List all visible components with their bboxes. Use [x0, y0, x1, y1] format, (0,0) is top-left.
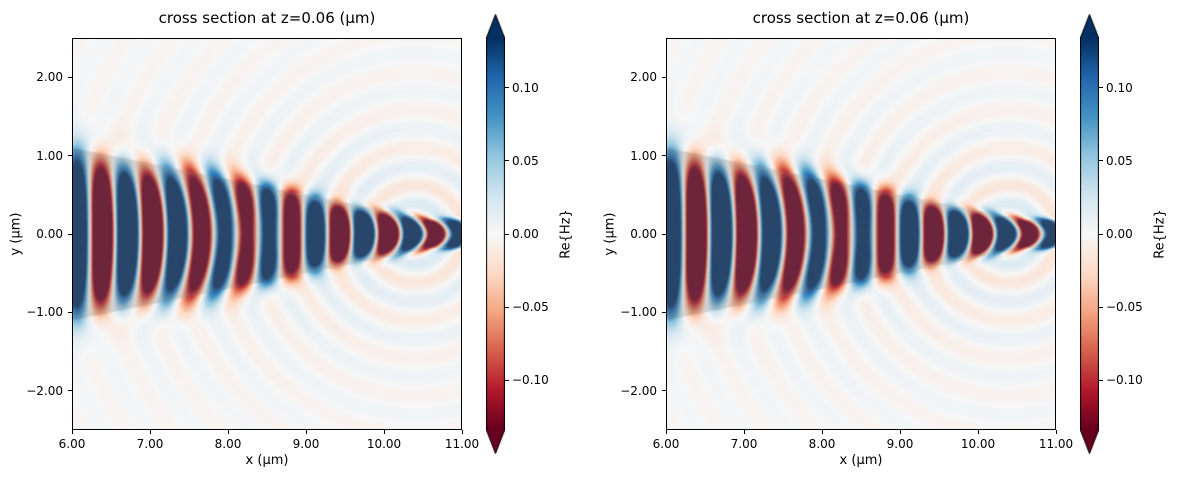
colorbar-tick-mark — [505, 160, 509, 162]
x-tick-mark — [305, 430, 307, 434]
colorbar-tick-mark — [505, 233, 509, 235]
x-tick-label: 7.00 — [730, 437, 758, 451]
figure-panel-left: cross section at z=0.06 (μm) y (μm) x (μ… — [0, 0, 591, 482]
y-tick-label: −1.00 — [620, 305, 657, 320]
colorbar-tick-label: 0.05 — [1106, 153, 1133, 168]
x-tick-mark — [227, 430, 229, 434]
colorbar-tick-mark — [1099, 306, 1103, 308]
colorbar-tick-mark — [505, 87, 509, 89]
colorbar-tick-mark — [505, 379, 509, 381]
x-tick-mark — [899, 430, 901, 434]
colorbar-tick-label: −0.10 — [512, 373, 549, 388]
y-tick-label: 2.00 — [630, 70, 657, 85]
colorbar-label: Re{Hz} — [558, 209, 574, 259]
colorbar-tick-mark — [505, 306, 509, 308]
y-tick-label: 0.00 — [630, 227, 657, 241]
x-tick-mark — [665, 430, 667, 434]
x-tick-mark — [1055, 430, 1057, 434]
y-tick-mark — [662, 76, 666, 78]
colorbar-tick-mark — [1099, 160, 1103, 162]
colorbar-canvas — [1080, 14, 1099, 454]
colorbar-tick-label: 0.00 — [512, 227, 539, 241]
y-tick-mark — [662, 390, 666, 392]
x-tick-mark — [149, 430, 151, 434]
x-tick-mark — [743, 430, 745, 434]
heatmap-canvas — [666, 38, 1056, 430]
y-tick-label: −2.00 — [26, 383, 63, 398]
x-tick-label: 6.00 — [58, 437, 86, 451]
y-tick-label: 1.00 — [36, 148, 63, 163]
colorbar-tick-label: −0.05 — [1106, 300, 1143, 315]
x-axis-label: x (μm) — [245, 453, 289, 468]
colorbar-tick-label: 0.05 — [512, 153, 539, 168]
x-tick-label: 7.00 — [136, 437, 164, 451]
y-tick-mark — [68, 311, 72, 313]
colorbar-tick-mark — [1099, 87, 1103, 89]
colorbar-label: Re{Hz} — [1152, 209, 1168, 259]
y-tick-mark — [68, 233, 72, 235]
y-tick-mark — [662, 311, 666, 313]
y-tick-label: −2.00 — [620, 383, 657, 398]
figure-panel-right: cross section at z=0.06 (μm) y (μm) x (μ… — [594, 0, 1183, 482]
x-tick-label: 9.00 — [292, 437, 320, 451]
y-tick-label: −1.00 — [26, 305, 63, 320]
heatmap-canvas — [72, 38, 462, 430]
colorbar-tick-label: −0.10 — [1106, 373, 1143, 388]
y-tick-label: 2.00 — [36, 70, 63, 85]
panel-title: cross section at z=0.06 (μm) — [158, 9, 376, 27]
x-tick-label: 11.00 — [444, 437, 480, 451]
x-tick-label: 9.00 — [886, 437, 914, 451]
x-axis-label: x (μm) — [839, 453, 883, 468]
x-tick-mark — [821, 430, 823, 434]
x-tick-label: 8.00 — [214, 437, 242, 451]
y-tick-mark — [68, 76, 72, 78]
colorbar-canvas — [486, 14, 505, 454]
panel-title: cross section at z=0.06 (μm) — [752, 9, 970, 27]
colorbar-tick-label: 0.10 — [1106, 80, 1133, 95]
y-tick-mark — [68, 155, 72, 157]
x-tick-label: 6.00 — [652, 437, 680, 451]
y-tick-label: 0.00 — [36, 227, 63, 241]
y-tick-mark — [662, 233, 666, 235]
x-tick-label: 11.00 — [1038, 437, 1074, 451]
x-tick-label: 10.00 — [960, 437, 996, 451]
y-tick-mark — [662, 155, 666, 157]
x-tick-mark — [977, 430, 979, 434]
colorbar-tick-label: 0.10 — [512, 80, 539, 95]
y-tick-label: 1.00 — [630, 148, 657, 163]
colorbar-tick-label: 0.00 — [1106, 227, 1133, 241]
colorbar-tick-mark — [1099, 379, 1103, 381]
colorbar-tick-label: −0.05 — [512, 300, 549, 315]
x-tick-label: 8.00 — [808, 437, 836, 451]
y-tick-mark — [68, 390, 72, 392]
x-tick-mark — [383, 430, 385, 434]
x-tick-label: 10.00 — [366, 437, 402, 451]
colorbar-tick-mark — [1099, 233, 1103, 235]
x-tick-mark — [461, 430, 463, 434]
x-tick-mark — [71, 430, 73, 434]
